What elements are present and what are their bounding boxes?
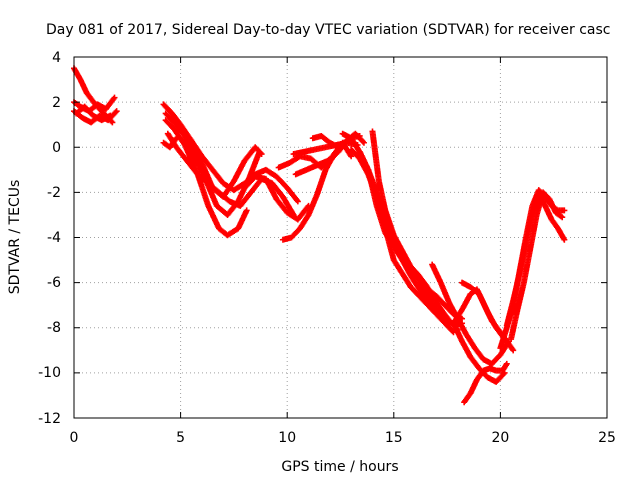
data-point: [561, 236, 568, 243]
y-tick-label: 4: [52, 50, 61, 66]
data-track-9: [160, 135, 180, 151]
data-point: [173, 135, 180, 142]
data-point: [561, 207, 568, 214]
y-tick-label: -8: [47, 320, 61, 336]
data-track-15: [309, 130, 367, 151]
data-point: [111, 94, 118, 101]
x-tick-label: 15: [385, 430, 403, 446]
y-tick-label: -4: [47, 230, 61, 246]
x-tick-label: 10: [278, 430, 296, 446]
x-tick-label: 0: [70, 430, 79, 446]
data-point: [348, 153, 355, 160]
y-tick-label: -12: [38, 411, 61, 427]
data-point: [256, 148, 263, 155]
data-point: [109, 119, 116, 126]
grid-lines: [74, 57, 607, 418]
data-track-21: [429, 261, 512, 367]
data-point: [294, 198, 301, 205]
x-tick-label: 20: [491, 430, 509, 446]
y-tick-labels: 4 2 0 -2 -4 -6 -8 -10 -12: [38, 50, 61, 427]
data-track-10: [241, 173, 312, 223]
x-tick-labels: 0 5 10 15 20 25: [70, 430, 616, 446]
data-point: [449, 328, 456, 335]
data-track-6: [162, 117, 250, 239]
data-point: [243, 207, 250, 214]
data-track-3: [73, 103, 114, 124]
x-tick-label: 25: [598, 430, 616, 446]
x-axis-label: GPS time / hours: [281, 459, 398, 475]
y-axis-label: SDTVAR / TECUs: [7, 180, 23, 295]
data-track-25: [461, 360, 510, 406]
data-point: [503, 360, 510, 367]
y-tick-label: 0: [52, 140, 61, 156]
data-point: [113, 108, 120, 115]
y-tick-label: -2: [47, 185, 61, 201]
x-tick-label: 5: [176, 430, 185, 446]
data-points: [71, 65, 568, 406]
data-point: [559, 214, 566, 221]
data-point: [112, 109, 119, 116]
data-point: [360, 139, 367, 146]
data-track-28: [508, 189, 566, 343]
y-tick-label: -6: [47, 275, 61, 291]
chart-title: Day 081 of 2017, Sidereal Day-to-day VTE…: [46, 22, 610, 38]
y-tick-label: -10: [38, 365, 61, 381]
data-point: [107, 112, 114, 119]
data-track-20: [380, 200, 461, 334]
data-point: [359, 138, 366, 145]
y-tick-label: 2: [52, 95, 61, 111]
data-point: [510, 347, 517, 354]
axis-ticks: [73, 56, 608, 419]
